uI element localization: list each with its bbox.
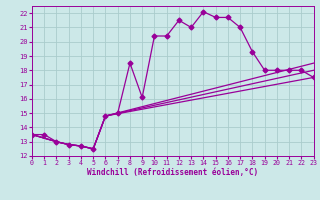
X-axis label: Windchill (Refroidissement éolien,°C): Windchill (Refroidissement éolien,°C) [87, 168, 258, 177]
